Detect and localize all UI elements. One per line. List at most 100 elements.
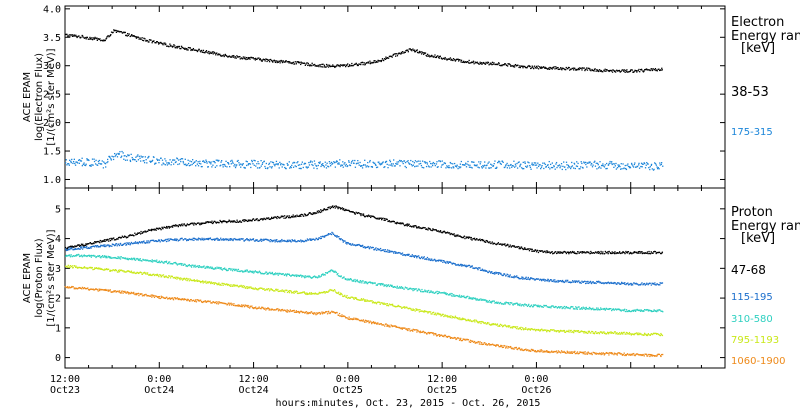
data-point	[492, 165, 495, 167]
data-point	[146, 242, 149, 244]
data-point	[529, 166, 532, 169]
data-point	[320, 235, 322, 238]
data-point	[466, 163, 468, 165]
data-point	[381, 162, 384, 164]
data-point	[596, 252, 598, 254]
data-point	[552, 279, 555, 281]
data-point	[309, 293, 311, 295]
data-point	[127, 243, 130, 245]
data-point	[561, 251, 563, 254]
data-point	[297, 61, 299, 63]
data-point	[535, 251, 538, 253]
data-point	[580, 251, 582, 253]
data-point	[195, 49, 198, 52]
data-point	[180, 237, 182, 240]
data-point	[564, 251, 567, 253]
data-point	[560, 163, 563, 165]
data-point	[500, 243, 502, 245]
data-point	[411, 49, 413, 51]
data-point	[420, 53, 423, 55]
data-point	[400, 160, 402, 162]
data-point	[166, 162, 168, 164]
data-point	[419, 227, 422, 229]
data-point	[300, 274, 302, 277]
data-point	[586, 308, 589, 310]
data-point	[356, 63, 358, 66]
data-point	[555, 251, 557, 253]
data-point	[403, 160, 406, 162]
data-point	[149, 229, 151, 231]
data-point	[520, 305, 522, 307]
data-point	[521, 167, 523, 169]
data-point	[648, 69, 650, 71]
data-point	[518, 303, 520, 306]
data-point	[486, 270, 488, 272]
data-point	[260, 238, 262, 240]
data-point	[448, 165, 450, 167]
data-point	[126, 270, 128, 272]
data-point	[301, 161, 303, 163]
data-point	[128, 270, 130, 273]
data-point	[102, 167, 105, 169]
data-point	[229, 160, 232, 162]
data-point	[626, 310, 628, 313]
data-point	[634, 310, 637, 312]
data-point	[406, 49, 408, 51]
data-point	[256, 288, 258, 291]
data-point	[271, 240, 273, 243]
data-point	[323, 291, 326, 293]
data-point	[583, 67, 585, 69]
data-point	[525, 165, 527, 168]
data-point	[359, 299, 361, 301]
data-point	[426, 311, 428, 313]
data-point	[404, 254, 406, 256]
data-point	[208, 221, 210, 223]
data-point	[288, 291, 291, 294]
data-point	[245, 56, 248, 59]
data-point	[332, 205, 334, 207]
data-point	[258, 288, 260, 290]
data-point	[543, 162, 546, 164]
data-point	[424, 52, 427, 54]
data-point	[611, 309, 613, 312]
data-point	[412, 288, 414, 290]
data-point	[120, 269, 123, 271]
data-point	[97, 164, 99, 166]
data-point	[309, 161, 312, 163]
data-point	[168, 227, 170, 229]
data-point	[476, 61, 478, 63]
data-point	[352, 280, 354, 282]
data-point	[346, 294, 348, 297]
data-point	[474, 297, 476, 299]
data-point	[144, 156, 146, 158]
data-point	[627, 165, 630, 168]
data-point	[205, 159, 207, 161]
data-point	[479, 61, 481, 63]
data-point	[151, 259, 153, 261]
data-point	[465, 166, 468, 168]
data-point	[317, 211, 319, 214]
data-point	[262, 58, 265, 60]
data-point	[170, 164, 172, 166]
data-point	[289, 167, 291, 169]
data-point	[401, 52, 403, 54]
data-point	[467, 164, 470, 166]
data-point	[92, 245, 94, 248]
data-point	[641, 252, 644, 255]
data-point	[307, 62, 309, 65]
data-point	[553, 281, 555, 283]
data-point	[470, 298, 472, 300]
data-point	[259, 239, 262, 241]
data-point	[656, 166, 658, 168]
data-point	[291, 240, 294, 242]
data-point	[349, 278, 351, 280]
data-point	[147, 272, 149, 274]
data-point	[505, 164, 507, 166]
data-point	[135, 37, 138, 39]
data-point	[438, 57, 440, 59]
data-point	[539, 250, 542, 253]
data-point	[277, 164, 279, 166]
data-point	[67, 35, 70, 37]
data-point	[587, 308, 590, 310]
data-point	[86, 158, 88, 160]
